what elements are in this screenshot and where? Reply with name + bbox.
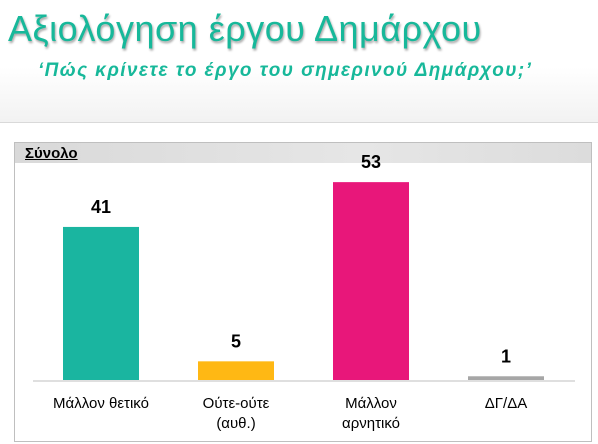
category-label-0: Μάλλον θετικό <box>53 395 149 412</box>
bar-3 <box>468 376 544 380</box>
value-label-2: 53 <box>361 152 381 172</box>
page-title: Αξιολόγηση έργου Δημάρχου <box>8 8 482 49</box>
category-label-line: Μάλλον θετικό <box>53 395 149 412</box>
category-label-line: (αυθ.) <box>216 415 255 432</box>
category-label-line: Μάλλον <box>345 395 397 412</box>
page-subtitle: ‘Πώς κρίνετε το έργο του σημερινού Δημάρ… <box>38 60 533 81</box>
panel-label: Σύνολο <box>25 145 78 162</box>
header: Αξιολόγηση έργου Δημάρχου ‘Πώς κρίνετε τ… <box>0 0 598 123</box>
category-label-line: Ούτε-ούτε <box>203 395 270 412</box>
value-label-3: 1 <box>501 346 511 366</box>
category-label-1: Ούτε-ούτε (αυθ.) <box>203 395 270 432</box>
category-label-3: ΔΓ/ΔΑ <box>485 395 527 412</box>
bar-0 <box>63 226 139 380</box>
category-label-line: ΔΓ/ΔΑ <box>485 395 527 412</box>
value-label-1: 5 <box>231 331 241 351</box>
category-label-line: αρνητικό <box>342 415 400 432</box>
panel-header-bar: Σύνολο <box>15 143 591 163</box>
value-label-0: 41 <box>91 197 111 217</box>
bar-1 <box>198 361 274 380</box>
bar-2 <box>333 182 409 380</box>
category-label-2: Μάλλον αρνητικό <box>342 395 400 432</box>
